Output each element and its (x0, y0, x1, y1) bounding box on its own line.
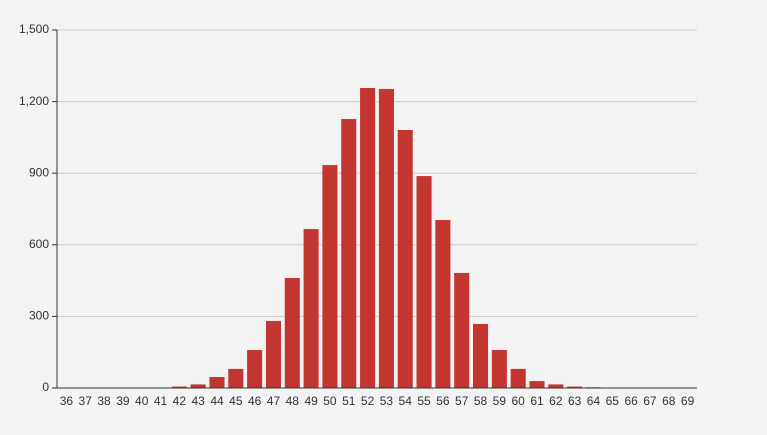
x-tick-label: 58 (474, 394, 488, 408)
bar (510, 368, 526, 388)
x-tick-label: 56 (436, 394, 450, 408)
y-tick-label: 0 (42, 380, 49, 394)
x-tick-label: 38 (97, 394, 111, 408)
x-tick-label: 65 (606, 394, 620, 408)
x-tick-label: 48 (286, 394, 300, 408)
bar (491, 350, 507, 388)
x-tick-label: 53 (380, 394, 394, 408)
x-tick-label: 69 (681, 394, 695, 408)
x-tick-label: 42 (173, 394, 187, 408)
bar (171, 386, 187, 388)
x-tick-label: 52 (361, 394, 375, 408)
x-tick-label: 68 (662, 394, 676, 408)
x-tick-label: 40 (135, 394, 149, 408)
x-tick-label: 67 (643, 394, 657, 408)
x-tick-label: 62 (549, 394, 563, 408)
x-tick-label: 60 (511, 394, 525, 408)
x-tick-label: 49 (304, 394, 318, 408)
bar (265, 320, 281, 388)
bar (454, 272, 470, 388)
x-tick-label: 66 (624, 394, 638, 408)
x-tick-label: 51 (342, 394, 356, 408)
x-tick-label: 50 (323, 394, 337, 408)
x-tick-label: 36 (60, 394, 74, 408)
y-tick-label: 300 (29, 309, 49, 323)
y-tick-label: 1,500 (19, 22, 49, 36)
x-tick-label: 64 (587, 394, 601, 408)
bar (209, 377, 225, 388)
x-tick-label: 54 (399, 394, 413, 408)
y-tick-label: 900 (29, 165, 49, 179)
y-tick-label: 1,200 (19, 94, 49, 108)
bar (567, 386, 583, 388)
x-tick-label: 46 (248, 394, 262, 408)
y-tick-label: 600 (29, 237, 49, 251)
x-tick-label: 61 (530, 394, 544, 408)
x-tick-label: 55 (417, 394, 431, 408)
x-tick-label: 63 (568, 394, 582, 408)
x-tick-label: 59 (493, 394, 507, 408)
x-tick-label: 43 (191, 394, 205, 408)
bar (378, 88, 394, 388)
bar (284, 277, 300, 388)
bar (548, 384, 564, 388)
bar (473, 324, 489, 388)
bar (228, 368, 244, 388)
bar (416, 176, 432, 388)
x-tick-label: 45 (229, 394, 243, 408)
bar (303, 229, 319, 388)
x-tick-label: 47 (267, 394, 281, 408)
x-tick-label: 39 (116, 394, 130, 408)
bar (341, 119, 357, 388)
x-tick-label: 44 (210, 394, 224, 408)
bar (397, 130, 413, 388)
bar (435, 219, 451, 388)
bar (247, 350, 263, 388)
bar (360, 87, 376, 388)
bar (322, 165, 338, 388)
bar (190, 384, 206, 388)
x-tick-label: 41 (154, 394, 168, 408)
bar (529, 381, 545, 388)
x-tick-label: 57 (455, 394, 469, 408)
x-tick-label: 37 (79, 394, 93, 408)
